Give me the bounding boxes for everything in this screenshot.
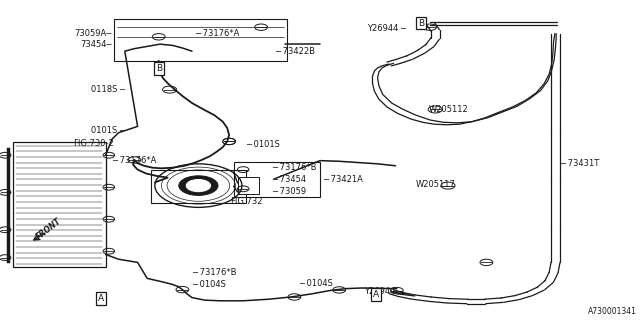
Bar [150,170,246,203]
Text: A: A [98,294,104,303]
Text: A: A [373,290,380,299]
Text: ─ 73431T: ─ 73431T [560,159,599,168]
Text: 73454─: 73454─ [81,40,112,49]
Text: FRONT: FRONT [35,217,63,242]
Text: ─ 73176*B: ─ 73176*B [192,268,237,277]
Text: Y26944 ─: Y26944 ─ [367,24,406,33]
Text: FIG.730-2: FIG.730-2 [74,140,115,148]
Text: W205117: W205117 [416,180,456,189]
Text: ─ 0104S: ─ 0104S [192,280,226,289]
Bar [114,19,287,61]
Text: W205112: W205112 [429,105,468,114]
Circle shape [186,180,211,192]
Text: ─ 0101S: ─ 0101S [246,140,280,149]
Bar [237,177,259,194]
Text: 0101S ─: 0101S ─ [91,126,125,135]
Text: B: B [418,19,424,28]
Text: 0118S ─: 0118S ─ [91,85,125,94]
Text: A730001341: A730001341 [588,307,637,316]
Text: ─ 73422B: ─ 73422B [275,47,315,56]
Text: ─ 73176*B: ─ 73176*B [272,164,317,172]
Bar [13,142,106,267]
Text: ─ 73176*A: ─ 73176*A [195,29,239,38]
Text: FIG.732: FIG.732 [230,197,263,206]
Text: ─ 73454: ─ 73454 [272,175,306,184]
Circle shape [179,176,218,196]
Text: B: B [156,64,162,73]
Text: ─ 73059: ─ 73059 [272,187,306,196]
Bar [234,162,320,197]
Text: 73059A─: 73059A─ [75,29,112,38]
Text: ─ 73421A: ─ 73421A [323,175,363,184]
Text: Y26944 ─: Y26944 ─ [364,287,403,296]
Text: ─ 0104S: ─ 0104S [300,279,333,288]
Text: ─ 73176*A: ─ 73176*A [112,156,156,165]
